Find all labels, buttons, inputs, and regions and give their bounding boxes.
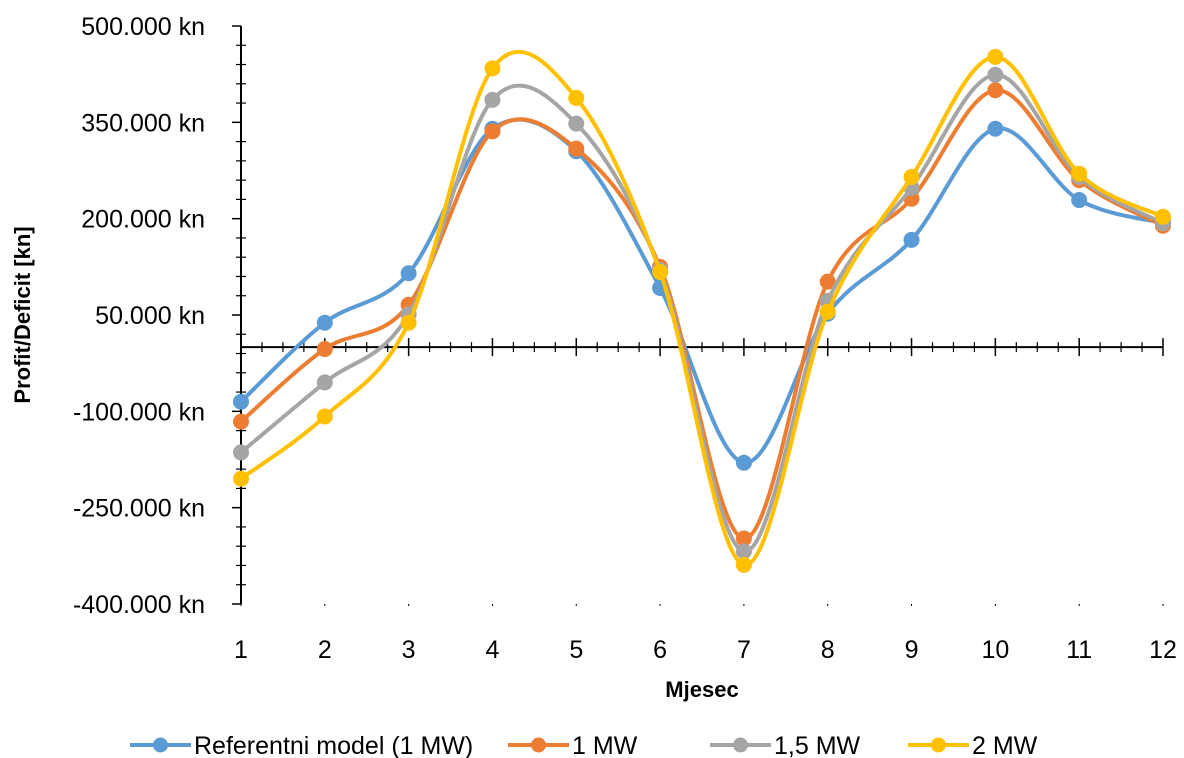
data-point [903,231,920,248]
series-layer [233,48,1171,573]
data-point [1071,165,1088,182]
legend-label: 1,5 MW [774,732,861,758]
series-line [239,88,1165,541]
data-point [484,91,501,108]
axes [232,25,1164,606]
y-tick-label: -250.000 kn [73,495,205,523]
legend-item: Referentni model (1 MW) [130,732,473,758]
data-point [316,374,333,391]
x-tick-label: 4 [486,636,500,664]
legend-marker [931,737,946,753]
data-point [233,444,249,461]
data-point [568,140,585,157]
legend-item: 1,5 MW [710,732,861,758]
data-point [1071,192,1088,209]
data-point [735,454,752,471]
data-point [987,82,1004,99]
y-axis-title: Profit/Deficit [kn] [10,226,35,403]
series-2 [233,82,1171,547]
data-point [819,303,836,320]
x-tick-labels: 1 2 3 4 5 6 7 8 9 10 11 12 [234,636,1177,664]
x-tick-label: 7 [737,636,751,664]
x-tick-label: 10 [981,636,1009,664]
series-4 [233,48,1171,573]
data-point [903,168,920,185]
y-tick-label: -400.000 kn [73,591,205,619]
legend-label: Referentni model (1 MW) [194,732,473,758]
y-tick-label: 50.000 kn [95,302,205,330]
y-tick-label: 500.000 kn [81,13,205,41]
y-tick-labels: -400.000 kn -250.000 kn -100.000 kn 50.000 … [73,13,205,619]
data-point [1155,208,1171,225]
data-point [316,408,333,425]
data-point [316,341,333,358]
legend-label: 1 MW [572,732,638,758]
x-tick-label: 5 [569,636,583,664]
legend: Referentni model (1 MW) 1 MW 1,5 MW 2 MW [130,732,1038,758]
data-point [400,314,417,331]
legend-marker [733,737,748,753]
series-3 [233,66,1171,560]
series-line [239,117,1165,465]
y-tick-label: 200.000 kn [81,206,205,234]
data-point [987,120,1004,137]
series-line [239,72,1165,554]
y-tick-label: 350.000 kn [81,109,205,137]
legend-item: 2 MW [908,732,1038,758]
data-point [400,265,417,282]
x-tick-label: 8 [821,636,835,664]
data-point [316,314,333,331]
x-tick-label: 9 [905,636,919,664]
data-point [987,48,1004,65]
legend-marker [153,737,168,753]
legend-label: 2 MW [972,732,1038,758]
legend-marker [531,737,546,753]
data-point [568,115,585,132]
data-point [652,263,669,280]
data-point [987,66,1004,83]
data-point [233,413,249,430]
x-tick-label: 1 [234,636,248,664]
data-point [233,393,249,410]
series-line [239,49,1165,567]
x-tick-label: 6 [653,636,667,664]
x-tick-label: 12 [1149,636,1177,664]
x-tick-label: 3 [402,636,416,664]
data-point [735,556,752,573]
data-point [568,89,585,106]
x-tick-label: 2 [318,636,332,664]
data-point [484,60,501,77]
data-point [484,123,501,140]
data-point [735,543,752,560]
y-tick-label: -100.000 kn [73,398,205,426]
data-point [233,470,249,487]
x-axis-title: Mjesec [665,677,738,702]
legend-item: 1 MW [508,732,638,758]
x-tick-label: 11 [1066,636,1092,664]
